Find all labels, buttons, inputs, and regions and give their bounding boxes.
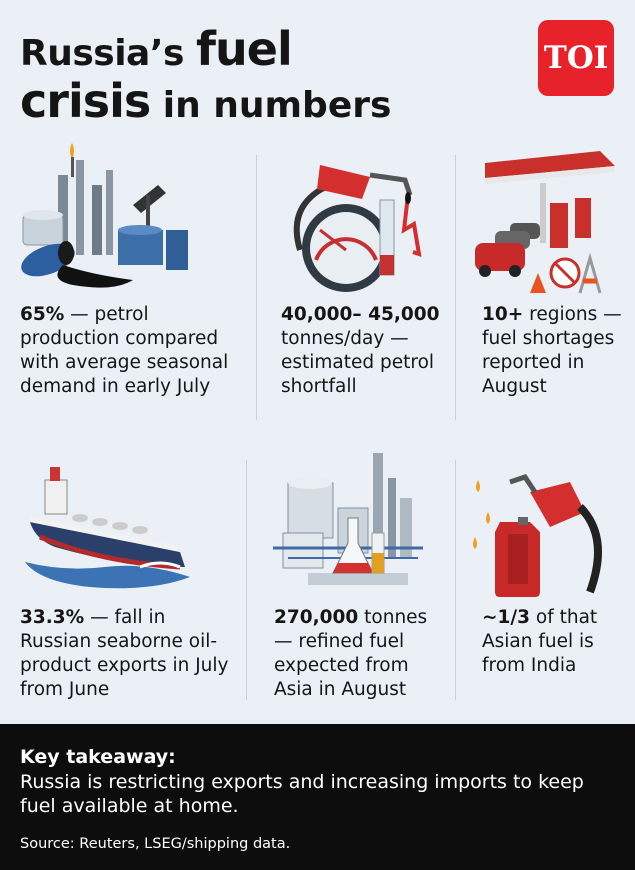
takeaway-body: Russia is restricting exports and increa… bbox=[20, 771, 584, 817]
gas-station-queue-icon bbox=[475, 151, 615, 294]
title-part: in numbers bbox=[150, 85, 392, 126]
stat-text: tonnes/day — estimated petrol shortfall bbox=[281, 328, 435, 397]
stat-text: of that Asian fuel is from India bbox=[482, 607, 598, 676]
stat-item: 65% — petrol production compared with av… bbox=[20, 303, 245, 399]
stat-highlight: 270,000 bbox=[274, 607, 359, 628]
jerrycan-nozzle-icon bbox=[473, 474, 602, 597]
page-title: Russia’s fuel crisis in numbers bbox=[20, 26, 440, 124]
stat-item: ~1/3 of that Asian fuel is from India bbox=[482, 606, 602, 678]
stat-item: 10+ regions — fuel shortages reported in… bbox=[482, 303, 622, 399]
logo-text: TOI bbox=[543, 40, 609, 76]
stat-item: 33.3% — fall in Russian seaborne oil-pro… bbox=[20, 606, 235, 702]
takeaway-footer: Key takeaway: Russia is restricting expo… bbox=[0, 724, 635, 870]
fuel-gauge-nozzle-icon bbox=[293, 165, 422, 292]
column-divider bbox=[246, 460, 247, 700]
column-divider bbox=[256, 155, 257, 420]
tanker-ship-icon bbox=[25, 467, 190, 589]
title-emphasis: crisis bbox=[20, 74, 151, 128]
stat-highlight: 65% bbox=[20, 304, 65, 325]
stat-item: 270,000 tonnes — refined fuel expected f… bbox=[274, 606, 449, 702]
stat-text: regions — fuel shortages reported in Aug… bbox=[482, 304, 622, 397]
stat-highlight: 33.3% bbox=[20, 607, 85, 628]
stat-highlight: 40,000– 45,000 bbox=[281, 304, 440, 325]
stat-text: tonnes — refined fuel expected from Asia… bbox=[274, 607, 428, 700]
stat-highlight: 10+ bbox=[482, 304, 524, 325]
column-divider bbox=[455, 155, 456, 420]
stat-text: — fall in Russian seaborne oil-product e… bbox=[20, 607, 229, 700]
column-divider bbox=[455, 460, 456, 700]
stat-item: 40,000– 45,000 tonnes/day — estimated pe… bbox=[281, 303, 446, 399]
refinery-flask-icon bbox=[273, 453, 423, 585]
title-emphasis: fuel bbox=[195, 22, 293, 76]
refinery-oil-spill-icon bbox=[21, 143, 188, 288]
toi-logo: TOI bbox=[538, 20, 614, 96]
stat-highlight: ~1/3 bbox=[482, 607, 531, 628]
source-note: Source: Reuters, LSEG/shipping data. bbox=[20, 836, 291, 852]
title-part: Russia’s bbox=[20, 33, 196, 74]
stat-text: — petrol production compared with averag… bbox=[20, 304, 229, 397]
takeaway-heading: Key takeaway: bbox=[20, 746, 176, 768]
